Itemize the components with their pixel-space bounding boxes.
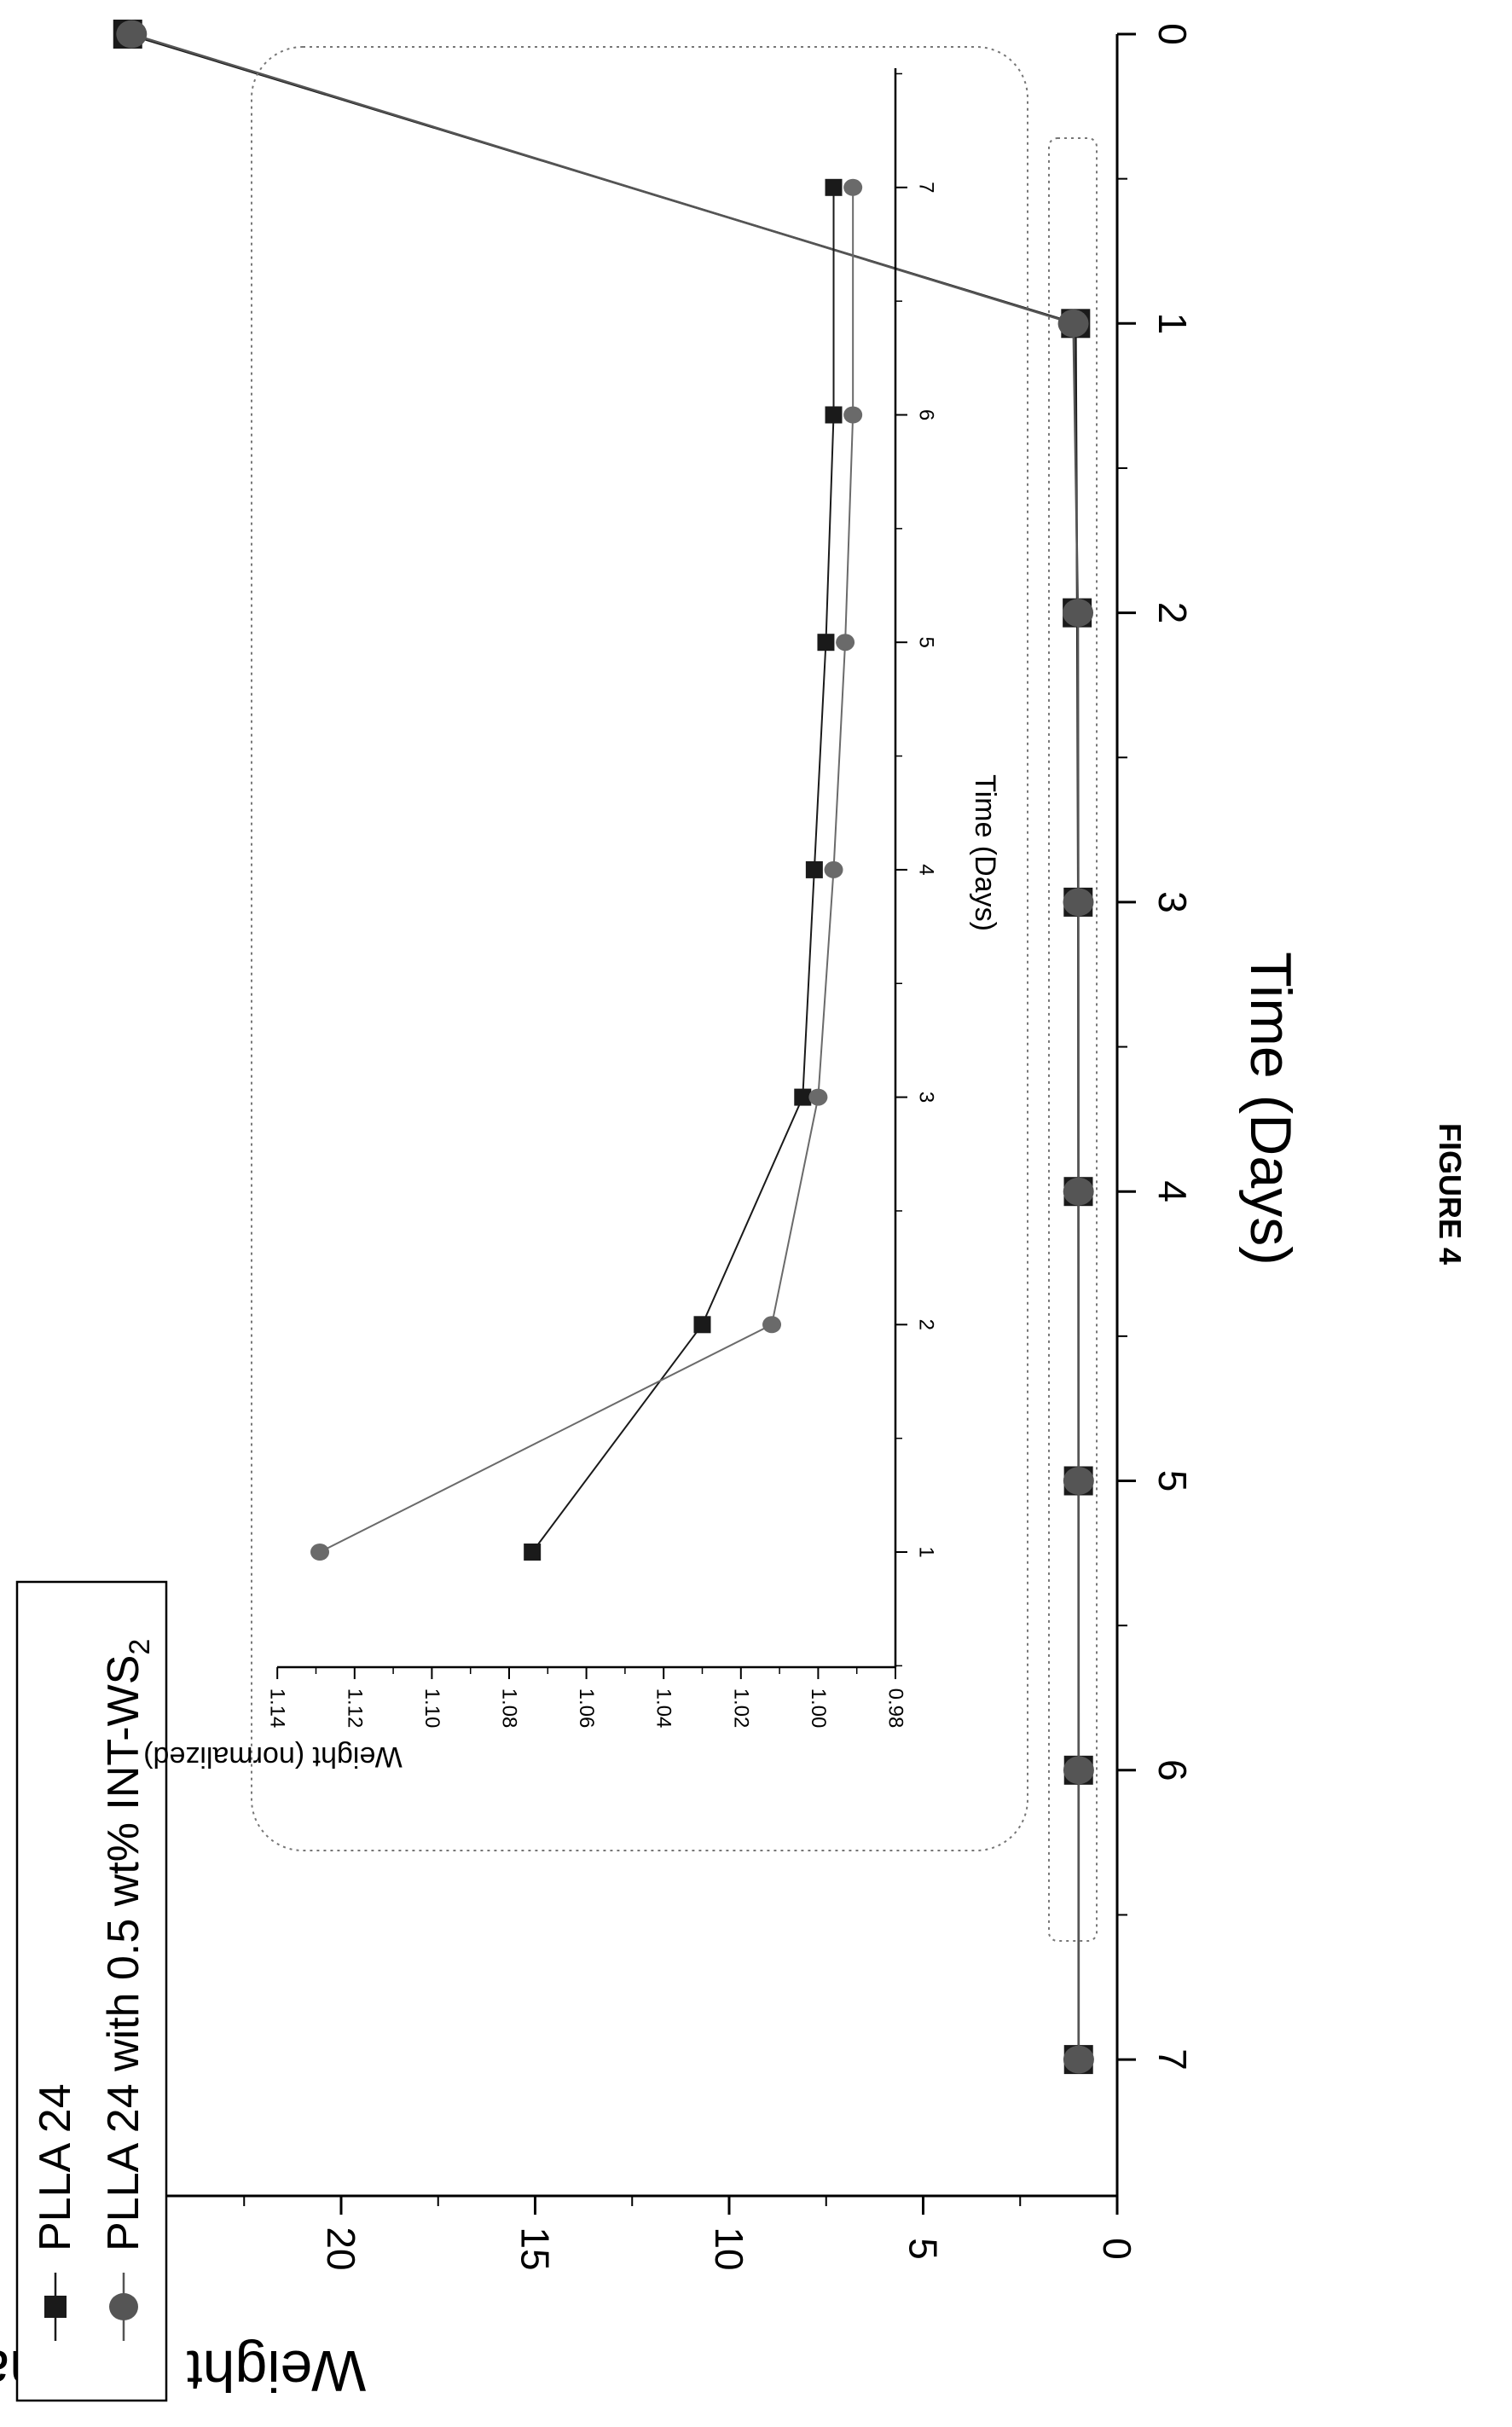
- main-circle-marker: [1063, 1177, 1094, 1206]
- inset-y-tick-label: 0.98: [884, 1688, 907, 1729]
- main-x-tick-label: 2: [1150, 602, 1195, 624]
- main-x-tick-label: 7: [1150, 2048, 1195, 2071]
- main-x-tick-label: 1: [1150, 313, 1195, 335]
- main-x-tick-label: 5: [1150, 1470, 1195, 1492]
- main-x-tick-label: 6: [1150, 1759, 1195, 1781]
- inset-circle-marker: [762, 1316, 782, 1334]
- inset-square-marker: [693, 1316, 711, 1334]
- main-y-tick-label: 5: [901, 2238, 946, 2260]
- inset-square-marker: [794, 1088, 812, 1106]
- main-circle-marker: [116, 20, 148, 49]
- inset-y-tick-label: 1.00: [807, 1688, 830, 1729]
- inset-x-tick-label: 2: [915, 1319, 938, 1330]
- inset-y-tick-label: 1.02: [729, 1688, 752, 1729]
- inset-square-marker: [524, 1544, 542, 1561]
- inset-y-tick-label: 1.04: [652, 1688, 675, 1729]
- inset-x-tick-label: 1: [915, 1546, 938, 1557]
- main-circle-marker: [1063, 1467, 1094, 1495]
- inset-circle-marker: [824, 860, 843, 878]
- legend-square-marker: [44, 2296, 67, 2318]
- inset-square-marker: [825, 178, 843, 196]
- inset-square-marker: [817, 634, 835, 652]
- main-circle-marker: [1063, 599, 1094, 627]
- inset-y-tick-label: 1.10: [420, 1688, 443, 1729]
- legend-circle-marker: [109, 2293, 138, 2320]
- main-circle-marker: [1063, 1756, 1094, 1785]
- main-circle-marker: [1063, 888, 1094, 917]
- inset-x-axis-title: Time (Days): [969, 774, 1001, 931]
- inset-series-line: [531, 187, 835, 1553]
- inset-circle-marker: [836, 634, 855, 652]
- main-y-tick-label: 10: [707, 2227, 751, 2270]
- inset-x-tick-label: 5: [915, 637, 938, 648]
- zoom-highlight-box: [1048, 137, 1098, 1942]
- main-circle-marker: [1057, 309, 1089, 338]
- legend-label-2: PLLA 24 with 0.5 wt% INT-WS2: [99, 1639, 156, 2251]
- inset-y-tick-label: 1.08: [498, 1688, 521, 1729]
- inset-x-tick-label: 6: [915, 409, 938, 420]
- inset-circle-marker: [310, 1544, 330, 1561]
- inset-square-marker: [825, 406, 843, 424]
- legend-label-1: PLLA 24: [31, 2083, 80, 2251]
- main-x-tick-label: 4: [1150, 1180, 1195, 1202]
- main-y-tick-label: 20: [319, 2227, 363, 2270]
- inset-x-tick-label: 4: [915, 864, 938, 875]
- inset-circle-marker: [843, 406, 863, 424]
- inset-y-axis-title: Weight (normalized): [143, 1741, 403, 1773]
- inset-y-tick-label: 1.14: [266, 1688, 289, 1729]
- inset-circle-marker: [843, 178, 863, 196]
- inset-square-marker: [805, 860, 823, 878]
- legend-box: [15, 1580, 168, 2402]
- inset-y-tick-label: 1.06: [575, 1688, 598, 1729]
- main-series-line: [130, 32, 1080, 2060]
- inset-x-tick-label: 3: [915, 1092, 938, 1103]
- inset-y-tick-label: 1.12: [343, 1688, 366, 1729]
- main-circle-marker: [1063, 2045, 1094, 2074]
- main-x-tick-label: 3: [1150, 891, 1195, 913]
- inset-circle-marker: [808, 1088, 828, 1106]
- main-x-axis-title: Time (Days): [1238, 952, 1303, 1266]
- inset-frame: [251, 46, 1028, 1851]
- main-y-tick-label: 0: [1095, 2238, 1139, 2260]
- main-x-tick-label: 0: [1150, 23, 1195, 45]
- main-y-tick-label: 15: [513, 2227, 558, 2270]
- figure-label: FIGURE 4: [1433, 1122, 1468, 1266]
- inset-x-tick-label: 7: [915, 182, 938, 193]
- inset-series-line: [319, 187, 854, 1553]
